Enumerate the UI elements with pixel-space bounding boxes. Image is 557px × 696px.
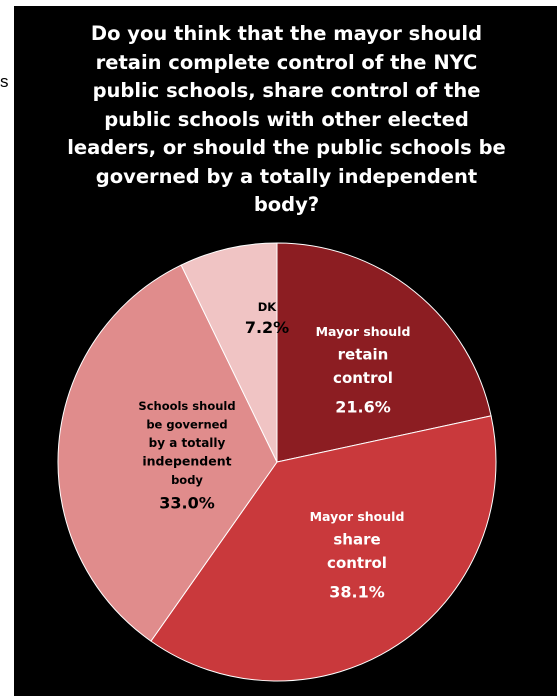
slice-value-label-1: 21.6% [335,398,391,417]
pie-slices [57,242,497,682]
chart-title: Do you think that the mayor should retai… [67,22,506,216]
chart-panel: Do you think that the mayor should retai… [14,6,557,696]
pie-chart: Mayor should retain control 21.6% Mayor shou… [57,242,497,682]
slice-category-label-2: Mayor should share control [310,509,405,572]
slice-category-label-3: Schools should be governed by a totally ind… [138,399,235,487]
slice-category-label-1: Mayor should retain control [316,324,411,387]
pie-labels: Mayor should retain control 21.6% Mayor shou… [138,300,410,602]
pie-slice-2 [150,415,497,682]
pie-slice-1 [276,242,492,463]
slice-category-label-4: DK [258,300,278,314]
cropped-edge-text: s [0,72,8,91]
slice-value-label-3: 33.0% [159,494,215,513]
pie-slice-3 [57,264,278,642]
slice-value-label-2: 38.1% [329,583,385,602]
slice-value-label-4: 7.2% [245,318,289,337]
pie-slice-4 [180,242,278,463]
